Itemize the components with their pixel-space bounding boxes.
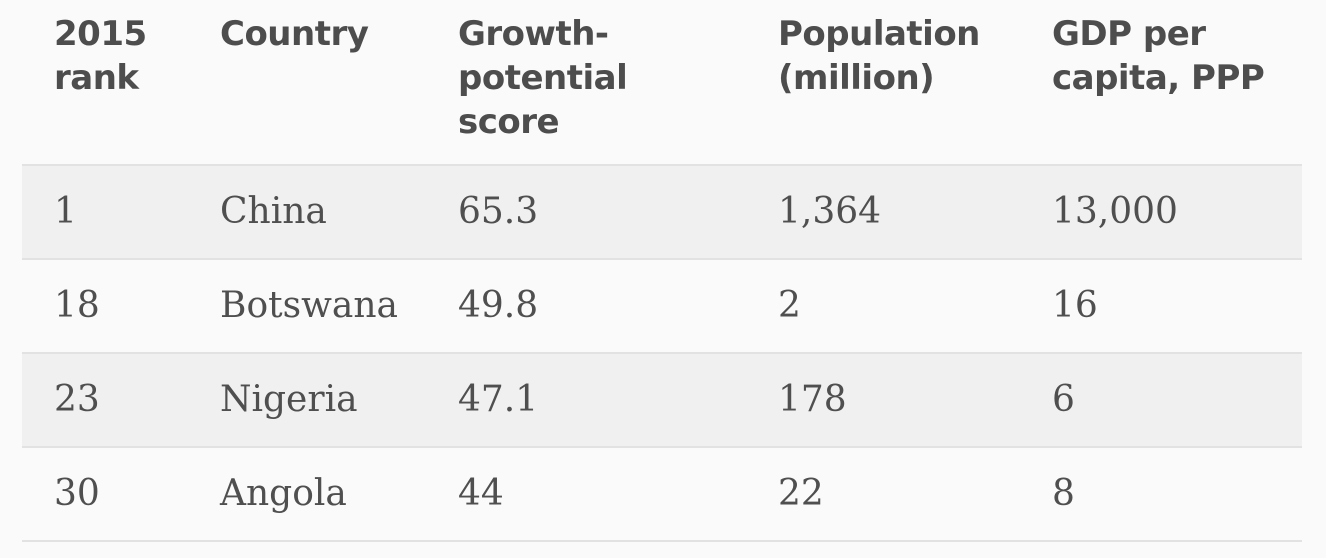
cell-population: 1,364 — [778, 191, 882, 232]
cell-growth-score: 49.8 — [458, 285, 539, 326]
header-line: capita, PPP — [1052, 58, 1265, 98]
header-line: Growth- — [458, 14, 609, 54]
cell-growth-score: 65.3 — [458, 191, 539, 232]
table-header-row: 2015 rank Country Growth- potential scor… — [22, 0, 1302, 166]
cell-country: China — [220, 191, 327, 232]
header-country: Country — [220, 12, 450, 56]
header-population: Population (million) — [778, 12, 1038, 100]
header-line: rank — [54, 58, 139, 98]
header-line: (million) — [778, 58, 935, 98]
table-row: 18 Botswana 49.8 2 16 — [22, 260, 1302, 354]
table-row: 30 Angola 44 22 8 — [22, 448, 1302, 542]
cell-country: Angola — [220, 473, 347, 514]
header-line: Population — [778, 14, 980, 54]
header-growth-score: Growth- potential score — [458, 12, 758, 144]
cell-gdp: 8 — [1052, 473, 1075, 514]
cell-population: 22 — [778, 473, 824, 514]
header-line: Country — [220, 14, 369, 54]
cell-gdp: 6 — [1052, 379, 1075, 420]
cell-rank: 1 — [54, 191, 77, 232]
data-table: 2015 rank Country Growth- potential scor… — [22, 0, 1302, 542]
cell-rank: 23 — [54, 379, 100, 420]
table-row: 1 China 65.3 1,364 13,000 — [22, 166, 1302, 260]
cell-gdp: 16 — [1052, 285, 1098, 326]
header-line: 2015 — [54, 14, 147, 54]
cell-rank: 30 — [54, 473, 100, 514]
header-rank: 2015 rank — [54, 12, 214, 100]
header-line: GDP per — [1052, 14, 1206, 54]
cell-growth-score: 44 — [458, 473, 504, 514]
cell-population: 178 — [778, 379, 847, 420]
cell-growth-score: 47.1 — [458, 379, 539, 420]
header-gdp: GDP per capita, PPP — [1052, 12, 1292, 100]
table-row: 23 Nigeria 47.1 178 6 — [22, 354, 1302, 448]
cell-country: Botswana — [220, 285, 398, 326]
header-line: score — [458, 102, 560, 142]
cell-gdp: 13,000 — [1052, 191, 1178, 232]
cell-rank: 18 — [54, 285, 100, 326]
header-line: potential — [458, 58, 628, 98]
cell-population: 2 — [778, 285, 801, 326]
cell-country: Nigeria — [220, 379, 358, 420]
